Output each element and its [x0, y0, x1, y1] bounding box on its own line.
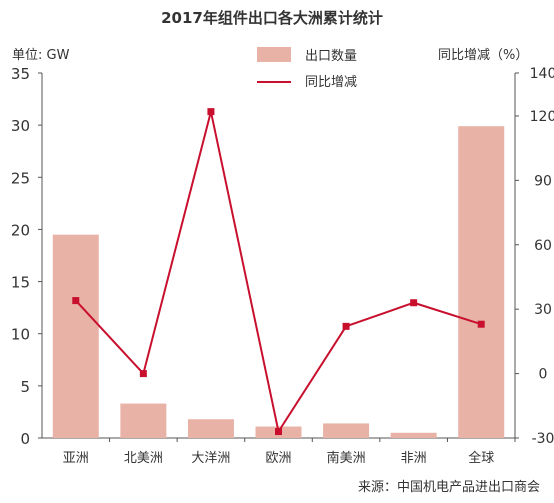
y-left-tick-label: 30: [11, 117, 30, 135]
x-tick-label: 南美洲: [327, 450, 366, 466]
bar: [187, 419, 234, 438]
source-note: 来源：中国机电产品进出口商会: [358, 480, 540, 495]
y-right-axis-label: 同比增减（%）: [438, 48, 528, 63]
series-line: [75, 111, 482, 435]
line-point: [342, 322, 350, 330]
y-right-tick-label: 30: [534, 302, 552, 318]
axes-layer: 0 5 10 15 20 25 30 35 -30 0 30 60 90 120 140 亚洲 北美洲 大洋洲 欧洲…: [11, 65, 554, 466]
y-left-tick-label: 0: [20, 430, 30, 448]
x-tick-label: 非洲: [401, 451, 427, 466]
y-right-tick-label: 140: [530, 66, 554, 82]
x-tick-label: 亚洲: [63, 451, 89, 466]
line-point: [477, 320, 485, 328]
y-left-unit-label: 单位: GW: [12, 48, 70, 63]
line-point: [139, 370, 147, 378]
y-left-tick-label: 10: [11, 326, 30, 344]
y-right-tick-label: 0: [539, 367, 548, 383]
x-tick-label: 北美洲: [124, 451, 163, 466]
x-tick-label: 全球: [468, 450, 494, 466]
legend-label-line: 同比增减: [305, 75, 357, 90]
line-point: [72, 297, 80, 305]
line-layer: [72, 108, 485, 436]
y-left-tick-label: 15: [11, 274, 30, 292]
y-right-tick-label: 120: [530, 109, 554, 125]
x-tick-label: 大洋洲: [191, 451, 230, 466]
chart-title: 2017年组件出口各大洲累计统计: [161, 9, 383, 27]
bar: [52, 234, 99, 438]
y-left-tick-label: 25: [11, 169, 30, 187]
y-right-tick-label: -30: [532, 431, 554, 447]
y-left-tick-label: 35: [11, 65, 30, 83]
bar: [323, 423, 370, 438]
y-right-tick-label: 60: [534, 238, 552, 254]
legend-label-bar: 出口数量: [305, 49, 357, 64]
bar: [458, 126, 505, 438]
y-right-tick-label: 90: [534, 173, 552, 189]
line-point: [410, 299, 418, 307]
bar: [120, 403, 167, 438]
legend-swatch-bar: [257, 47, 291, 62]
line-point: [207, 108, 215, 116]
y-left-tick-label: 20: [11, 221, 30, 239]
bar: [390, 432, 437, 438]
bars-layer: [52, 126, 505, 438]
line-point: [275, 428, 282, 436]
x-tick-label: 欧洲: [265, 451, 291, 466]
y-left-tick-label: 5: [20, 378, 30, 396]
